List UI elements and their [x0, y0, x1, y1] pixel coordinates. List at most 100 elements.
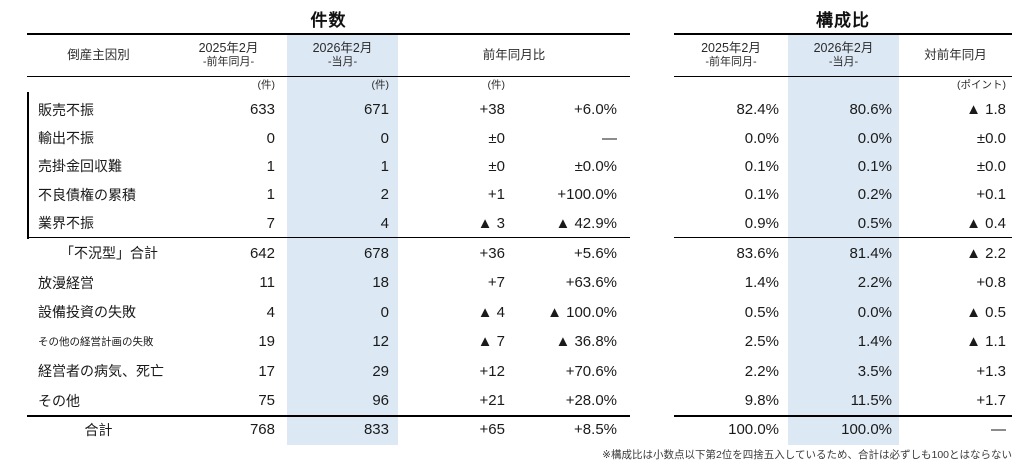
unit-2026: (件)	[371, 79, 390, 91]
share-2026: 0.0%	[857, 303, 892, 321]
table-row: 業界不振 7 4 ▲ 3 ▲ 42.9%	[27, 209, 630, 237]
table-row: 販売不振 633 671 +38 +6.0%	[27, 96, 630, 124]
count-2025: 19	[258, 333, 275, 351]
table-row: 経営者の病気、死亡 17 29 +12 +70.6%	[27, 356, 630, 386]
table-row: 0.5% 0.0% ▲ 0.5	[674, 297, 1012, 327]
share-2026: 0.5%	[857, 214, 892, 232]
count-diff: +1	[487, 186, 505, 204]
col-2025-header: 2025年2月 -前年同月-	[674, 41, 788, 70]
table-row: 0.1% 0.1% ±0.0	[674, 152, 1012, 180]
share-2025: 9.8%	[744, 392, 779, 410]
recession-type-group: 販売不振 633 671 +38 +6.0% 輸出不振 0 0 ±0 — 売掛金…	[27, 96, 630, 239]
units-row: (ポイント)	[674, 77, 1012, 96]
count-diff-pct: +100.0%	[557, 186, 617, 204]
table-row: 輸出不振 0 0 ±0 —	[27, 124, 630, 152]
share-diff: +0.1	[976, 186, 1006, 204]
table-row: 設備投資の失敗 4 0 ▲ 4 ▲ 100.0%	[27, 297, 630, 327]
share-2026: 80.6%	[849, 101, 892, 119]
share-diff: +1.3	[976, 362, 1006, 380]
share-2025: 0.5%	[744, 303, 779, 321]
count-2025: 0	[266, 129, 275, 147]
count-2026: 0	[380, 303, 389, 321]
col-2026-header: 2026年2月 -当月-	[287, 41, 398, 70]
share-diff: ±0.0	[976, 129, 1006, 147]
recession-group-bracket	[27, 92, 29, 239]
total-count-diff-pct: +8.5%	[574, 421, 617, 439]
count-2026: 0	[380, 129, 389, 147]
count-diff-pct: ▲ 36.8%	[555, 333, 617, 351]
count-2026: 4	[380, 214, 389, 232]
count-2026: 96	[372, 392, 389, 410]
count-diff-pct: +5.6%	[574, 244, 617, 262]
count-diff: ▲ 3	[477, 214, 505, 232]
total-row: 合計 768 833 +65 +8.5%	[27, 415, 630, 442]
count-2026: 678	[363, 244, 389, 262]
share-diff: ▲ 2.2	[966, 244, 1006, 262]
share-diff: ▲ 1.1	[966, 333, 1006, 351]
total-share-2026: 100.0%	[841, 421, 892, 439]
count-diff-pct: +6.0%	[574, 101, 617, 119]
other-causes-group: 83.6% 81.4% ▲ 2.2 1.4% 2.2% +0.8 0.5% 0.…	[674, 238, 1012, 415]
share-2025: 0.9%	[744, 214, 779, 232]
current-month-highlight	[287, 35, 398, 445]
row-label: 放漫経営	[38, 274, 94, 291]
share-2026: 0.2%	[857, 186, 892, 204]
composition-section-title: 構成比	[816, 11, 870, 30]
count-diff-pct: +63.6%	[565, 274, 617, 292]
share-2026: 0.1%	[857, 157, 892, 175]
total-share-2025: 100.0%	[728, 421, 779, 439]
count-2026: 2	[380, 186, 389, 204]
count-diff: +21	[479, 392, 505, 410]
yoy-column-header: 前年同月比	[482, 47, 546, 62]
count-2025: 75	[258, 392, 275, 410]
unit-diff: (件)	[487, 79, 506, 91]
row-label: 設備投資の失敗	[38, 304, 136, 321]
count-2026: 671	[363, 101, 389, 119]
col-2025-label: 2025年2月	[198, 40, 259, 55]
share-2026: 11.5%	[850, 392, 892, 410]
total-count-2025: 768	[249, 421, 275, 439]
share-diff: +0.8	[976, 274, 1006, 292]
col-2026-sublabel: -当月-	[327, 56, 358, 69]
count-table: 倒産主因別 2025年2月 -前年同月- 2026年2月 -当月- 前年同月比 …	[27, 33, 630, 445]
share-2026: 0.0%	[857, 129, 892, 147]
table-row: 放漫経営 11 18 +7 +63.6%	[27, 268, 630, 298]
count-2025: 642	[249, 244, 275, 262]
row-label: 輸出不振	[38, 130, 94, 147]
share-2025: 0.1%	[744, 186, 779, 204]
count-diff-pct: ▲ 100.0%	[547, 303, 617, 321]
count-diff-pct: +70.6%	[565, 362, 617, 380]
count-section-title: 件数	[310, 11, 347, 30]
row-label: その他の経営計画の失敗	[38, 336, 154, 349]
count-2025: 1	[266, 186, 275, 204]
count-2025: 17	[258, 362, 275, 380]
col-2025-label: 2025年2月	[701, 40, 761, 55]
rounding-footnote: ※構成比は小数点以下第2位を四捨五入しているため、合計は必ずしも100とはならな…	[602, 449, 1012, 461]
table-row: 0.0% 0.0% ±0.0	[674, 124, 1012, 152]
count-diff-pct: +28.0%	[565, 392, 617, 410]
row-label: 不良債権の累積	[38, 186, 136, 203]
row-label: 経営者の病気、死亡	[38, 363, 164, 380]
row-label: 「不況型」合計	[60, 245, 158, 262]
yoy-point-column-header: 対前年同月	[924, 47, 987, 62]
count-diff: ▲ 4	[477, 303, 505, 321]
total-share-diff: —	[991, 421, 1006, 439]
col-2026-label: 2026年2月	[813, 40, 874, 55]
total-row: 100.0% 100.0% —	[674, 415, 1012, 442]
row-label: その他	[38, 392, 80, 409]
table-row: 2.5% 1.4% ▲ 1.1	[674, 327, 1012, 357]
col-2026-label: 2026年2月	[312, 40, 373, 55]
share-2025: 0.1%	[744, 157, 779, 175]
unit-point: (ポイント)	[957, 79, 1006, 91]
unit-2025: (件)	[257, 79, 276, 91]
share-diff: +1.7	[976, 392, 1006, 410]
total-count-diff: +65	[479, 421, 505, 439]
count-2026: 18	[372, 274, 389, 292]
composition-table-header: 2025年2月 -前年同月- 2026年2月 -当月- 対前年同月	[674, 35, 1012, 77]
share-2026: 2.2%	[857, 274, 892, 292]
row-label: 業界不振	[38, 215, 94, 232]
count-diff: ±0	[488, 129, 505, 147]
share-diff: ▲ 1.8	[966, 101, 1006, 119]
count-2025: 4	[266, 303, 275, 321]
count-diff: +36	[479, 244, 505, 262]
